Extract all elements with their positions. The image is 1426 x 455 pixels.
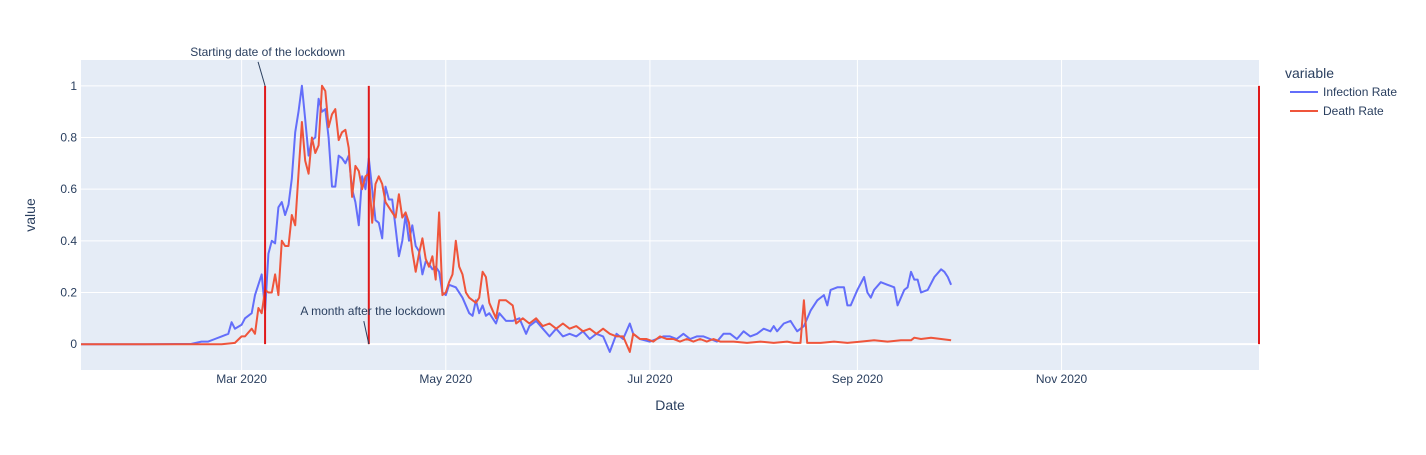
legend-items[interactable]: Infection Rate Death Rate (1290, 85, 1397, 118)
x-gridlines (241, 60, 1063, 370)
annotation-text: Starting date of the lockdown (190, 45, 345, 59)
annotation-arrow (363, 321, 370, 345)
legend-item-infection-rate[interactable]: Infection Rate (1290, 85, 1397, 99)
legend-label: Death Rate (1323, 104, 1384, 118)
legend[interactable]: variable Infection Rate Death Rate (1285, 65, 1397, 118)
legend-item-death-rate[interactable]: Death Rate (1290, 104, 1384, 118)
annotations: Starting date of the lockdown A month aft… (190, 45, 445, 345)
y-tick-label: 1 (70, 79, 77, 93)
x-tick-label: May 2020 (419, 372, 472, 386)
x-tick-label: Jul 2020 (627, 372, 673, 386)
series-line-infection-rate[interactable] (81, 84, 953, 353)
annotation-text: A month after the lockdown (300, 304, 445, 318)
y-tick-label: 0 (70, 337, 77, 351)
x-tick-label: Mar 2020 (216, 372, 267, 386)
legend-label: Infection Rate (1323, 85, 1397, 99)
annotation-arrow (257, 61, 266, 86)
series-lines (81, 84, 953, 353)
x-axis-title: Date (655, 397, 685, 413)
x-tick-label: Nov 2020 (1036, 372, 1088, 386)
y-axis-title: value (22, 198, 38, 232)
x-tick-labels: Mar 2020 May 2020 Jul 2020 Sep 2020 Nov 2020 (216, 372, 1087, 386)
y-tick-label: 0.4 (60, 234, 77, 248)
y-tick-label: 0.2 (60, 286, 77, 300)
legend-title: variable (1285, 65, 1334, 81)
vertical-marker-lines (264, 85, 1260, 345)
plot-background (81, 60, 1259, 370)
y-tick-label: 0.8 (60, 131, 77, 145)
y-tick-labels: 0 0.2 0.4 0.6 0.8 1 (60, 79, 77, 351)
series-line-death-rate[interactable] (81, 84, 952, 353)
y-tick-label: 0.6 (60, 182, 77, 196)
x-tick-label: Sep 2020 (832, 372, 884, 386)
